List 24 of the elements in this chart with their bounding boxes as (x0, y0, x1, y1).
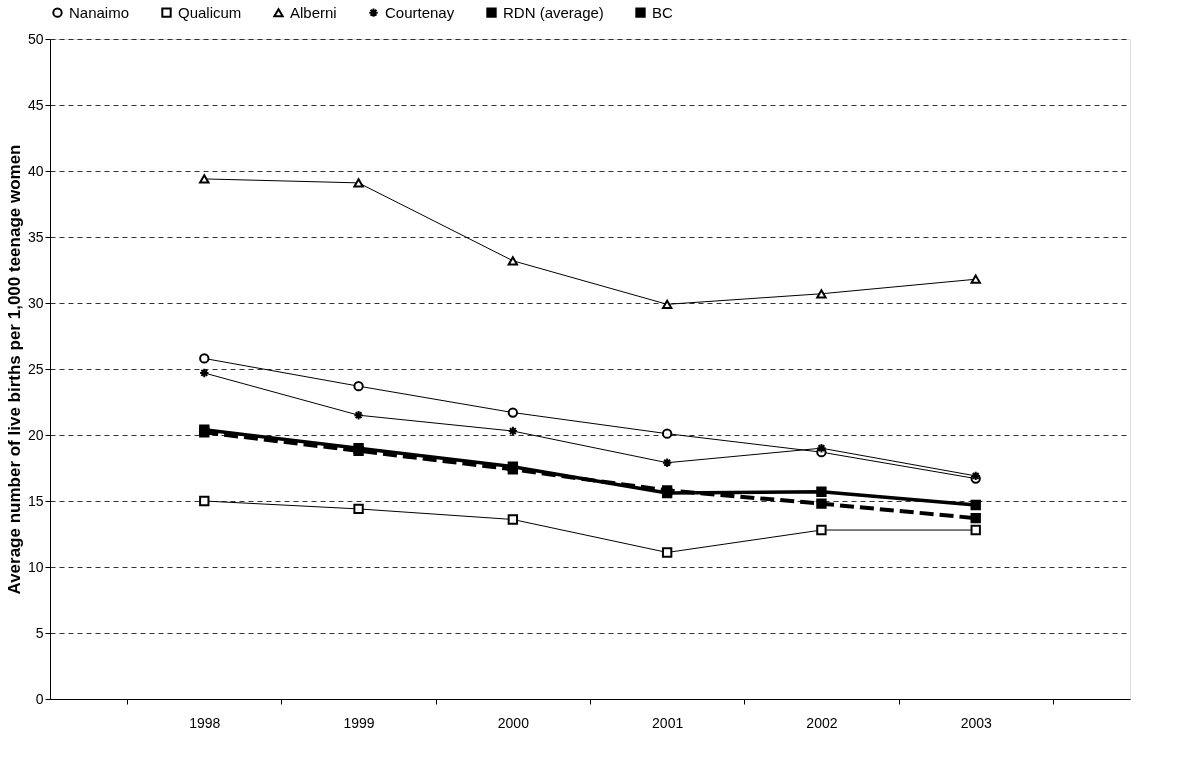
x-tick-label: 2000 (497, 714, 530, 731)
y-tick-label: 45 (27, 96, 44, 113)
y-tick-label: 30 (27, 294, 44, 311)
y-tick-label: 10 (27, 558, 44, 575)
legend-label: Qualicum (178, 3, 242, 21)
x-tick-label: 2001 (652, 714, 684, 731)
y-tick-label: 50 (27, 30, 44, 47)
y-tick-label: 35 (27, 228, 44, 245)
y-tick-label: 0 (35, 690, 44, 707)
y-tick-label: 40 (27, 162, 44, 179)
legend-label: BC (652, 3, 673, 21)
legend-label: Courtenay (385, 3, 455, 21)
legend-label: Nanaimo (69, 3, 130, 21)
y-tick-label: 15 (27, 492, 44, 509)
x-tick-label: 2002 (806, 714, 838, 731)
y-axis-title: Average number of live births per 1,000 teenage women (4, 144, 24, 595)
x-tick-label: 1999 (343, 714, 375, 731)
y-tick-label: 20 (27, 426, 44, 443)
x-tick-label: 2003 (960, 714, 992, 731)
legend-label: RDN (average) (503, 3, 604, 21)
x-tick-label: 1998 (189, 714, 221, 731)
legend-label: Alberni (290, 3, 337, 21)
y-tick-label: 25 (27, 360, 44, 377)
y-tick-label: 5 (35, 624, 44, 641)
